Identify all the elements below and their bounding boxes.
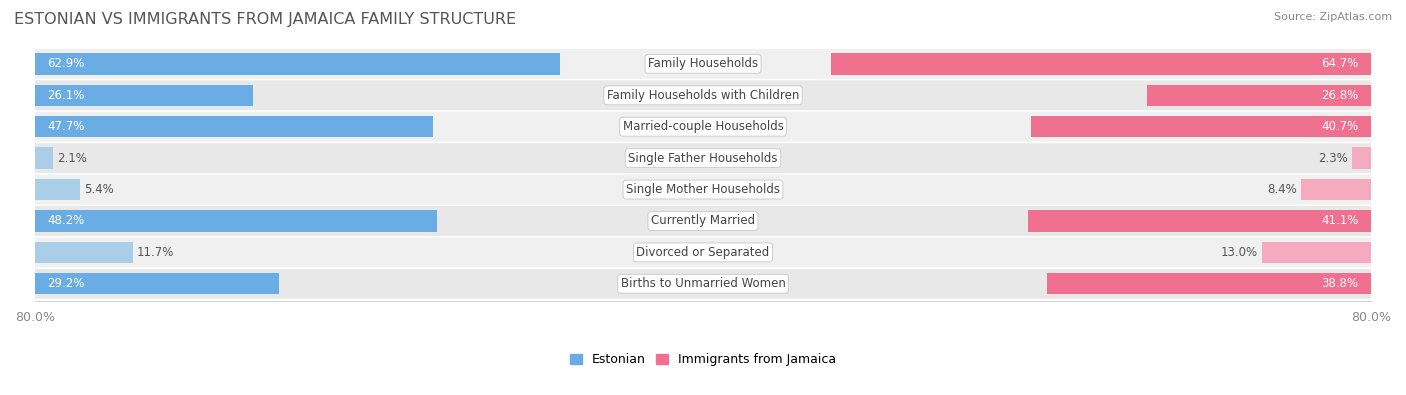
FancyBboxPatch shape <box>35 112 1371 142</box>
Text: Married-couple Households: Married-couple Households <box>623 120 783 133</box>
Text: 62.9%: 62.9% <box>48 57 84 70</box>
Text: 11.7%: 11.7% <box>136 246 174 259</box>
Text: 5.4%: 5.4% <box>84 183 114 196</box>
Text: 41.1%: 41.1% <box>1322 214 1358 228</box>
Text: 40.7%: 40.7% <box>1322 120 1358 133</box>
Text: 38.8%: 38.8% <box>1322 277 1358 290</box>
Bar <box>35 116 433 137</box>
FancyBboxPatch shape <box>35 80 1371 110</box>
FancyBboxPatch shape <box>35 143 1371 173</box>
Text: Births to Unmarried Women: Births to Unmarried Women <box>620 277 786 290</box>
Bar <box>35 53 560 75</box>
Text: 26.1%: 26.1% <box>48 89 84 102</box>
FancyBboxPatch shape <box>35 49 1371 79</box>
Bar <box>831 53 1371 75</box>
Bar <box>1147 85 1371 106</box>
Bar <box>1028 210 1371 231</box>
FancyBboxPatch shape <box>35 175 1371 205</box>
Text: ESTONIAN VS IMMIGRANTS FROM JAMAICA FAMILY STRUCTURE: ESTONIAN VS IMMIGRANTS FROM JAMAICA FAMI… <box>14 12 516 27</box>
FancyBboxPatch shape <box>35 237 1371 267</box>
Text: 47.7%: 47.7% <box>48 120 84 133</box>
Bar <box>35 273 278 295</box>
Bar <box>35 242 132 263</box>
Legend: Estonian, Immigrants from Jamaica: Estonian, Immigrants from Jamaica <box>569 353 837 366</box>
Text: 64.7%: 64.7% <box>1322 57 1358 70</box>
Text: 26.8%: 26.8% <box>1322 89 1358 102</box>
Bar <box>35 210 437 231</box>
Text: 2.1%: 2.1% <box>56 152 87 165</box>
Text: 48.2%: 48.2% <box>48 214 84 228</box>
FancyBboxPatch shape <box>35 269 1371 299</box>
Bar <box>35 147 52 169</box>
Text: 2.3%: 2.3% <box>1317 152 1347 165</box>
Text: Single Mother Households: Single Mother Households <box>626 183 780 196</box>
Text: Family Households with Children: Family Households with Children <box>607 89 799 102</box>
Text: 8.4%: 8.4% <box>1267 183 1296 196</box>
Bar <box>1047 273 1371 295</box>
Bar <box>1301 179 1371 200</box>
Text: Source: ZipAtlas.com: Source: ZipAtlas.com <box>1274 12 1392 22</box>
Text: 29.2%: 29.2% <box>48 277 84 290</box>
Bar <box>1263 242 1371 263</box>
Text: 13.0%: 13.0% <box>1222 246 1258 259</box>
Text: Family Households: Family Households <box>648 57 758 70</box>
Text: Divorced or Separated: Divorced or Separated <box>637 246 769 259</box>
FancyBboxPatch shape <box>35 206 1371 236</box>
Bar <box>1031 116 1371 137</box>
Bar <box>1351 147 1371 169</box>
Text: Currently Married: Currently Married <box>651 214 755 228</box>
Text: Single Father Households: Single Father Households <box>628 152 778 165</box>
Bar <box>35 179 80 200</box>
Bar <box>35 85 253 106</box>
